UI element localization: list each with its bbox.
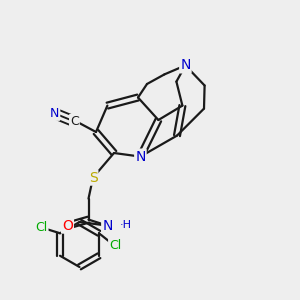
Text: C: C xyxy=(70,115,79,128)
Text: N: N xyxy=(50,107,59,120)
Text: O: O xyxy=(62,219,73,232)
Text: N: N xyxy=(135,150,146,164)
Text: N: N xyxy=(180,58,190,72)
Text: Cl: Cl xyxy=(109,239,121,252)
Text: N: N xyxy=(102,219,112,232)
Text: ·H: ·H xyxy=(119,220,131,230)
Text: S: S xyxy=(88,171,98,184)
Text: Cl: Cl xyxy=(35,221,47,234)
